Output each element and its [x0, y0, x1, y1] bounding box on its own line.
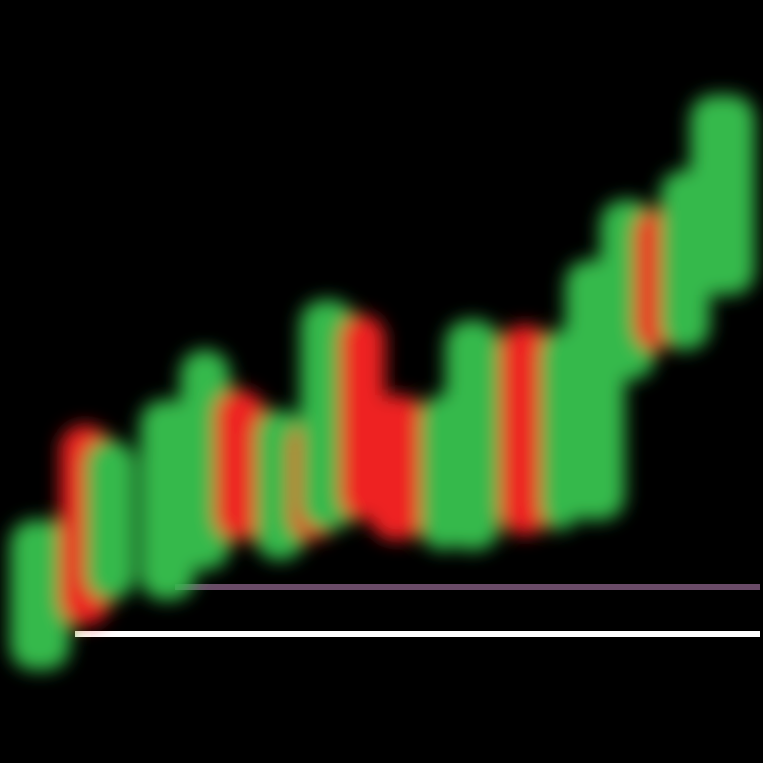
- candle-down: [500, 325, 550, 535]
- candle-up: [690, 95, 755, 295]
- candles-group: [10, 95, 755, 670]
- candle-up: [445, 320, 500, 550]
- candle-up: [10, 520, 70, 670]
- candle-down: [370, 395, 425, 540]
- candle-down: [215, 390, 265, 540]
- candle-up: [85, 440, 135, 600]
